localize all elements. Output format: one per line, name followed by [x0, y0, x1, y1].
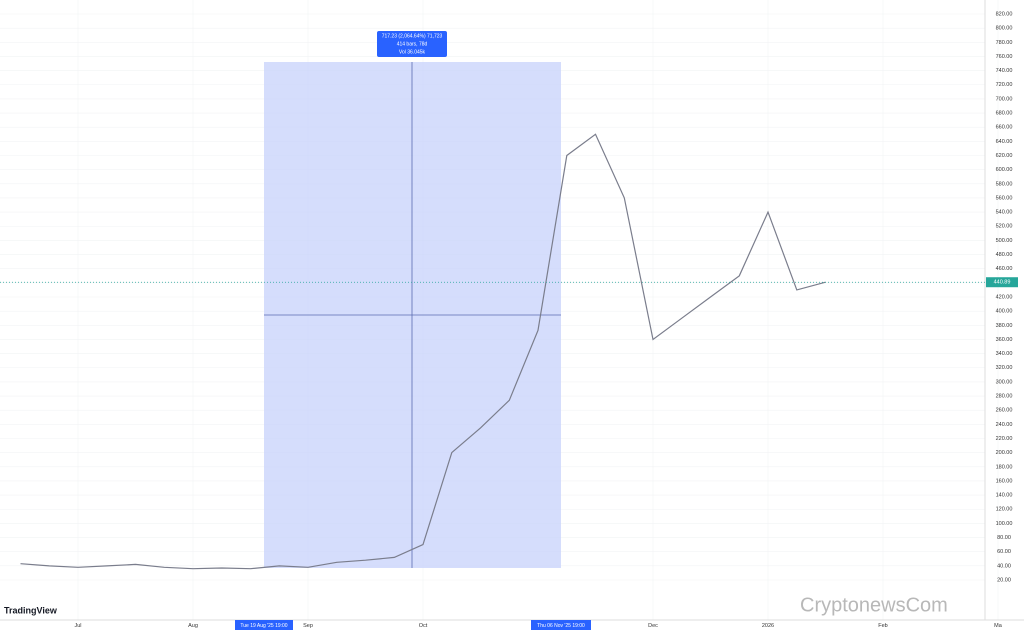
y-tick-label: 160.00	[996, 478, 1013, 484]
x-tick-label: Jul	[74, 623, 81, 629]
y-tick-label: 720.00	[996, 82, 1013, 88]
x-tick-label: Feb	[878, 623, 887, 629]
y-tick-label: 760.00	[996, 54, 1013, 60]
y-tick-label: 800.00	[996, 26, 1013, 32]
y-tick-label: 540.00	[996, 210, 1013, 216]
y-tick-label: 580.00	[996, 181, 1013, 187]
x-tick-label: Dec	[648, 623, 658, 629]
y-tick-label: 80.00	[997, 535, 1011, 541]
y-tick-label: 680.00	[996, 111, 1013, 117]
y-tick-label: 640.00	[996, 139, 1013, 145]
y-tick-label: 20.00	[997, 577, 1011, 583]
y-tick-label: 320.00	[996, 365, 1013, 371]
y-tick-label: 740.00	[996, 68, 1013, 74]
range-end-label: Thu 06 Nov '25 19:00	[537, 623, 585, 629]
y-tick-label: 300.00	[996, 379, 1013, 385]
y-tick-label: 120.00	[996, 507, 1013, 513]
y-tick-label: 420.00	[996, 294, 1013, 300]
y-tick-label: 100.00	[996, 521, 1013, 527]
y-tick-label: 260.00	[996, 408, 1013, 414]
current-price-label: 440.89	[994, 280, 1011, 286]
y-tick-label: 60.00	[997, 549, 1011, 555]
y-tick-label: 220.00	[996, 436, 1013, 442]
logo: TradingView	[4, 605, 58, 615]
y-tick-label: 620.00	[996, 153, 1013, 159]
tooltip-box	[377, 31, 447, 57]
y-tick-label: 780.00	[996, 40, 1013, 46]
tooltip-text: 414 bars, 78d	[397, 41, 428, 47]
tooltip-text: Vol 36.045k	[399, 49, 426, 55]
y-tick-label: 140.00	[996, 493, 1013, 499]
y-tick-label: 500.00	[996, 238, 1013, 244]
x-tick-label: 2026	[762, 623, 774, 629]
tooltip-text: 717.23 (2,064.64%) 71,723	[382, 33, 443, 39]
x-tick-label: Aug	[188, 623, 198, 629]
y-tick-label: 240.00	[996, 422, 1013, 428]
y-tick-label: 600.00	[996, 167, 1013, 173]
y-tick-label: 40.00	[997, 563, 1011, 569]
y-tick-label: 180.00	[996, 464, 1013, 470]
y-tick-label: 400.00	[996, 309, 1013, 315]
price-line	[20, 133, 826, 570]
current-price-box	[986, 277, 1018, 288]
y-tick-label: 520.00	[996, 224, 1013, 230]
range-start-label: Tue 19 Aug '25 19:00	[240, 623, 287, 629]
y-tick-label: 480.00	[996, 252, 1013, 258]
date-label-box	[235, 620, 293, 630]
y-tick-label: 700.00	[996, 96, 1013, 102]
x-tick-label: Sep	[303, 623, 313, 629]
y-tick-label: 460.00	[996, 266, 1013, 272]
watermark: CryptonewsCom	[800, 594, 948, 616]
x-tick-label: Oct	[419, 623, 428, 629]
y-tick-label: 660.00	[996, 125, 1013, 131]
y-tick-label: 360.00	[996, 337, 1013, 343]
y-tick-label: 200.00	[996, 450, 1013, 456]
date-label-box	[531, 620, 591, 630]
y-tick-label: 340.00	[996, 351, 1013, 357]
x-tick-label: Ma	[994, 623, 1003, 629]
y-tick-label: 560.00	[996, 195, 1013, 201]
y-tick-label: 380.00	[996, 323, 1013, 329]
y-tick-label: 820.00	[996, 11, 1013, 17]
y-tick-label: 280.00	[996, 394, 1013, 400]
